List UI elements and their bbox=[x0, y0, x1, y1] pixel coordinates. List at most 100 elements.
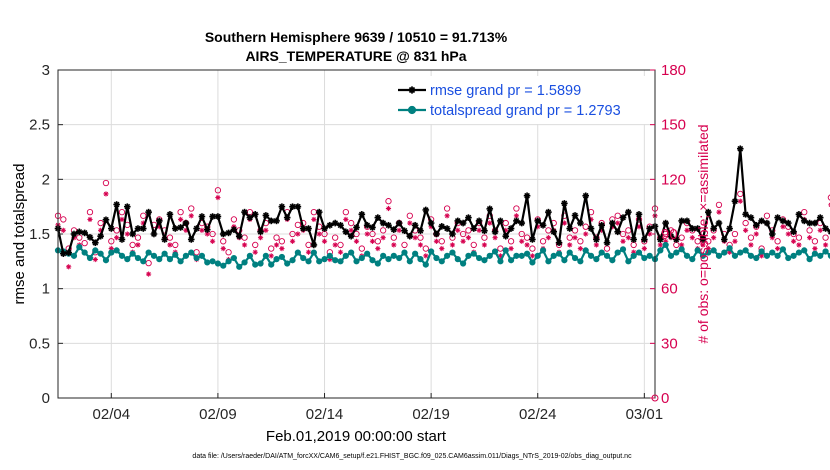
totalspread-point bbox=[507, 257, 515, 264]
totalspread-point bbox=[721, 249, 728, 256]
y-axis-label-right: # of obs: o=possible; ×=assimilated bbox=[695, 124, 711, 343]
asterisk-stroke bbox=[572, 212, 578, 219]
asterisk-stroke bbox=[454, 218, 461, 224]
obs-assimilated-marker bbox=[273, 242, 280, 248]
rmse-point bbox=[646, 225, 653, 232]
obs-possible-marker bbox=[625, 227, 632, 234]
asterisk-stroke bbox=[268, 218, 275, 224]
asterisk-stroke bbox=[396, 220, 403, 226]
totalspread-point bbox=[390, 252, 397, 259]
obs-assimilated-marker bbox=[380, 235, 386, 241]
obs-possible-marker bbox=[380, 227, 387, 234]
totalspread-point bbox=[545, 258, 552, 265]
obs-assimilated-marker bbox=[423, 253, 429, 259]
totalspread-point bbox=[193, 254, 200, 262]
asterisk-stroke bbox=[705, 209, 712, 216]
obs-possible-marker bbox=[619, 230, 627, 238]
totalspread-point bbox=[630, 252, 637, 259]
asterisk-stroke bbox=[801, 218, 808, 224]
rmse-point bbox=[795, 211, 803, 218]
asterisk-stroke bbox=[178, 217, 183, 222]
totalspread-point bbox=[646, 252, 653, 259]
obs-assimilated-marker bbox=[343, 216, 349, 223]
asterisk-stroke bbox=[337, 222, 344, 229]
rmse-point bbox=[550, 228, 558, 236]
obs-possible-marker bbox=[385, 198, 392, 205]
totalspread-point bbox=[635, 249, 643, 256]
asterisk-stroke bbox=[119, 217, 125, 222]
obs-assimilated-marker bbox=[625, 235, 631, 241]
asterisk-stroke bbox=[434, 239, 439, 244]
asterisk-stroke bbox=[657, 236, 664, 243]
rmse-point bbox=[422, 206, 430, 214]
asterisk-stroke bbox=[466, 235, 471, 240]
totalspread-point bbox=[348, 249, 355, 256]
obs-assimilated-marker bbox=[279, 245, 285, 252]
asterisk-stroke bbox=[87, 234, 93, 241]
rmse-point bbox=[678, 217, 685, 225]
obs-assimilated-marker bbox=[177, 216, 184, 223]
legend-rmse-asterisk bbox=[408, 86, 416, 94]
y-tick-label-left: 0 bbox=[42, 390, 50, 407]
totalspread-point bbox=[811, 250, 819, 257]
asterisk-stroke bbox=[284, 214, 291, 221]
asterisk-stroke bbox=[578, 246, 583, 251]
obs-assimilated-marker bbox=[743, 227, 749, 233]
obs-possible-marker bbox=[273, 234, 280, 241]
asterisk-stroke bbox=[199, 213, 205, 220]
obs-assimilated-marker bbox=[796, 242, 802, 248]
asterisk-stroke bbox=[742, 211, 749, 218]
x-tick-label: 02/24 bbox=[519, 406, 557, 423]
obs-possible-marker bbox=[827, 194, 830, 201]
asterisk-stroke bbox=[562, 220, 567, 226]
asterisk-stroke bbox=[775, 246, 780, 251]
asterisk-stroke bbox=[273, 218, 280, 224]
rmse-point bbox=[694, 225, 701, 232]
obs-possible-marker bbox=[193, 249, 200, 256]
asterisk-stroke bbox=[358, 211, 365, 218]
rmse-point bbox=[92, 239, 99, 247]
obs-possible-marker bbox=[209, 230, 216, 238]
rmse-point bbox=[635, 211, 643, 218]
x-tick-label: 02/09 bbox=[199, 406, 237, 423]
rmse-point bbox=[518, 219, 526, 227]
asterisk-stroke bbox=[257, 228, 264, 235]
rmse-point bbox=[86, 233, 94, 241]
totalspread-point bbox=[603, 252, 611, 259]
asterisk-stroke bbox=[263, 228, 269, 233]
obs-possible-marker bbox=[268, 245, 275, 252]
asterisk-stroke bbox=[103, 216, 109, 223]
rmse-point bbox=[534, 217, 542, 225]
totalspread-point bbox=[204, 259, 211, 266]
rmse-point bbox=[411, 221, 419, 229]
rmse-point bbox=[166, 211, 174, 218]
obs-assimilated-marker bbox=[657, 242, 663, 248]
asterisk-stroke bbox=[780, 218, 786, 224]
asterisk-stroke bbox=[534, 218, 541, 224]
totalspread-point bbox=[657, 247, 664, 254]
asterisk-stroke bbox=[754, 231, 759, 237]
asterisk-stroke bbox=[380, 220, 387, 226]
obs-possible-marker bbox=[763, 212, 771, 219]
obs-possible-marker bbox=[502, 219, 509, 227]
asterisk-stroke bbox=[530, 253, 535, 259]
asterisk-stroke bbox=[529, 236, 536, 243]
obs-possible-marker bbox=[358, 245, 365, 252]
asterisk-stroke bbox=[236, 233, 243, 240]
asterisk-stroke bbox=[678, 218, 685, 224]
rmse-point bbox=[641, 236, 648, 243]
obs-assimilated-marker bbox=[620, 238, 626, 244]
rmse-point bbox=[491, 228, 499, 236]
asterisk-stroke bbox=[502, 233, 509, 240]
obs-possible-marker bbox=[422, 245, 429, 252]
asterisk-stroke bbox=[439, 246, 444, 251]
obs-assimilated-marker bbox=[348, 227, 354, 233]
rmse-point bbox=[566, 225, 574, 232]
obs-possible-marker bbox=[497, 245, 504, 252]
obs-assimilated-marker bbox=[289, 238, 296, 244]
x-tick-label: 02/04 bbox=[93, 406, 131, 423]
totalspread-point bbox=[428, 248, 435, 255]
asterisk-stroke bbox=[354, 239, 359, 244]
rmse-point bbox=[70, 230, 78, 238]
asterisk-stroke bbox=[806, 220, 813, 226]
